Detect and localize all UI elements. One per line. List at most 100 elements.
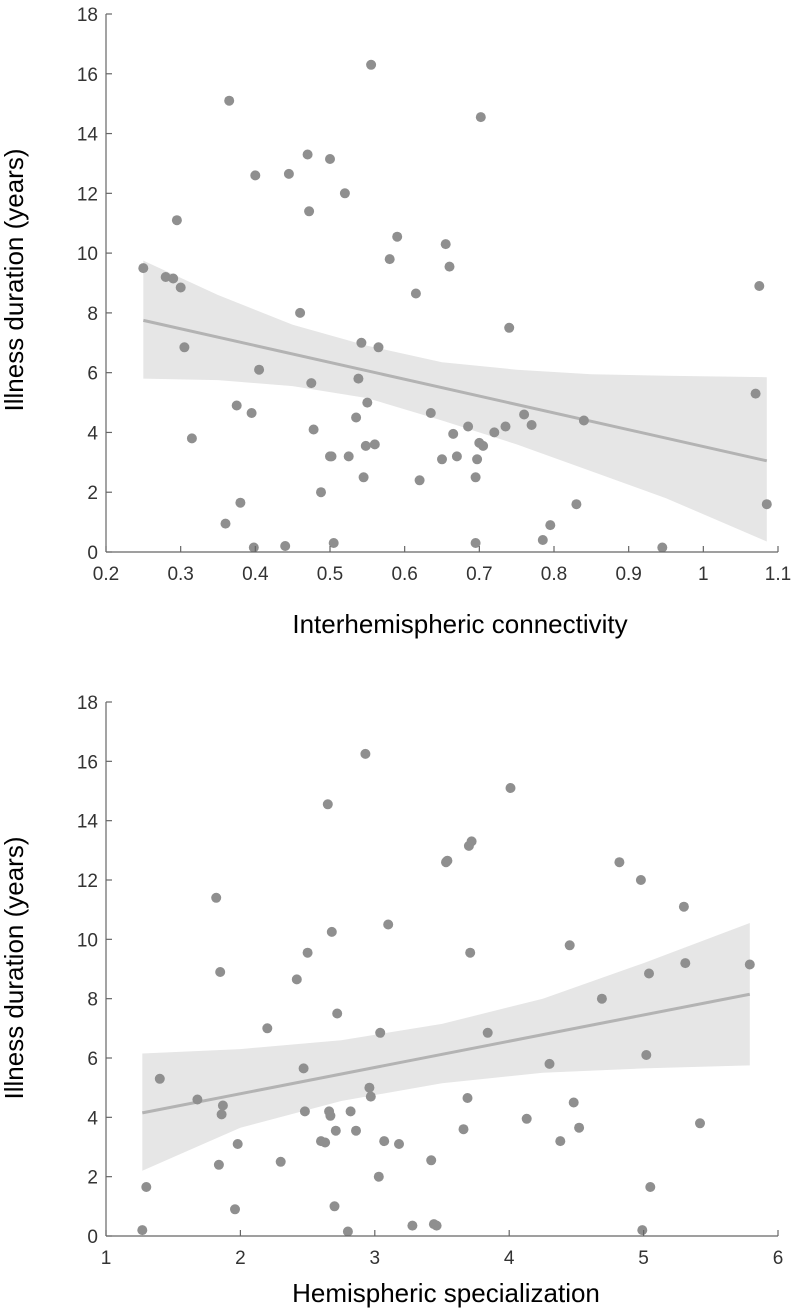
data-point bbox=[280, 541, 291, 551]
data-point bbox=[302, 947, 313, 958]
x-tick-label: 0.9 bbox=[615, 564, 641, 585]
data-point bbox=[537, 535, 548, 545]
data-point bbox=[544, 1058, 555, 1069]
data-point bbox=[465, 947, 476, 958]
data-point bbox=[231, 400, 242, 411]
x-tick-label: 4 bbox=[504, 1248, 515, 1269]
ci-band bbox=[143, 260, 767, 542]
data-point bbox=[641, 1050, 652, 1060]
data-point bbox=[761, 499, 772, 510]
data-point bbox=[215, 967, 226, 977]
data-point bbox=[250, 170, 261, 181]
x-tick-label: 0.7 bbox=[466, 564, 492, 585]
data-point bbox=[216, 1109, 227, 1120]
data-point bbox=[168, 273, 179, 284]
data-point bbox=[440, 239, 451, 250]
data-point bbox=[308, 424, 319, 435]
y-tick-label: 0 bbox=[87, 1227, 98, 1248]
data-point bbox=[470, 472, 481, 483]
data-point bbox=[394, 1139, 404, 1149]
data-point bbox=[568, 1097, 579, 1108]
data-point bbox=[375, 1027, 386, 1038]
data-point bbox=[384, 254, 395, 265]
x-axis-title: Interhemispheric connectivity bbox=[292, 609, 627, 639]
data-point bbox=[217, 1100, 228, 1111]
y-tick-label: 16 bbox=[77, 752, 98, 773]
data-point bbox=[220, 518, 231, 529]
data-point bbox=[444, 261, 455, 272]
data-point bbox=[328, 538, 339, 548]
data-point bbox=[353, 373, 364, 384]
data-point bbox=[431, 1220, 442, 1231]
data-point bbox=[330, 1125, 341, 1136]
data-point bbox=[254, 364, 265, 375]
points bbox=[137, 748, 755, 1237]
data-point bbox=[343, 451, 354, 462]
data-point bbox=[211, 892, 222, 903]
data-point bbox=[373, 342, 384, 353]
y-tick-label: 18 bbox=[77, 693, 98, 714]
data-point bbox=[571, 499, 582, 510]
data-point bbox=[500, 421, 511, 432]
data-point bbox=[302, 149, 313, 160]
fit-line bbox=[143, 318, 768, 463]
data-point bbox=[262, 1023, 273, 1034]
data-point bbox=[369, 439, 380, 450]
data-point bbox=[332, 1008, 343, 1019]
data-point bbox=[326, 926, 337, 937]
data-point bbox=[695, 1118, 705, 1129]
data-point bbox=[521, 1113, 532, 1124]
data-point bbox=[614, 857, 625, 868]
data-point bbox=[596, 993, 607, 1004]
data-point bbox=[186, 433, 197, 444]
data-point bbox=[362, 397, 373, 408]
x-ticks: 0.2 0.3 0.4 0.5 0.6 0.7 0.8 0.9 1 1.1 bbox=[93, 546, 791, 585]
data-point bbox=[356, 337, 367, 348]
data-point bbox=[442, 855, 453, 866]
data-point bbox=[365, 1091, 376, 1102]
x-tick-label: 1 bbox=[101, 1248, 112, 1269]
data-point bbox=[489, 427, 500, 438]
ci-band bbox=[142, 923, 750, 1171]
data-point bbox=[426, 1155, 437, 1166]
y-tick-label: 10 bbox=[77, 244, 98, 265]
data-point bbox=[519, 409, 530, 420]
data-point bbox=[644, 968, 654, 979]
data-point bbox=[574, 1122, 585, 1133]
data-point bbox=[275, 1156, 286, 1167]
data-point bbox=[342, 1226, 353, 1237]
y-tick-label: 2 bbox=[87, 483, 98, 504]
x-tick-label: 2 bbox=[235, 1248, 246, 1269]
y-tick-label: 0 bbox=[87, 543, 98, 564]
x-tick-label: 0.5 bbox=[317, 564, 343, 585]
data-point bbox=[213, 1159, 224, 1170]
data-point bbox=[392, 231, 403, 242]
data-point bbox=[482, 1027, 493, 1038]
y-tick-label: 2 bbox=[87, 1168, 98, 1189]
data-point bbox=[299, 1106, 310, 1117]
data-point bbox=[505, 783, 516, 793]
data-point bbox=[414, 475, 425, 486]
data-point bbox=[160, 272, 171, 282]
data-point bbox=[320, 1137, 331, 1148]
data-point bbox=[373, 1171, 384, 1182]
data-point bbox=[326, 451, 337, 462]
points bbox=[138, 59, 772, 553]
x-tick-label: 6 bbox=[773, 1248, 784, 1269]
x-tick-label: 0.2 bbox=[93, 564, 119, 585]
y-axis-title: Illness duration (years) bbox=[0, 837, 29, 1100]
y-tick-label: 8 bbox=[87, 304, 98, 325]
data-point bbox=[304, 206, 315, 217]
data-point bbox=[637, 1225, 648, 1236]
data-point bbox=[425, 408, 436, 418]
data-point bbox=[504, 322, 515, 333]
data-point bbox=[138, 263, 149, 274]
x-tick-label: 0.3 bbox=[167, 564, 193, 585]
data-point bbox=[291, 974, 302, 985]
data-point bbox=[175, 282, 186, 293]
x-tick-label: 0.6 bbox=[391, 564, 417, 585]
data-point bbox=[744, 959, 755, 970]
data-point bbox=[224, 95, 235, 106]
data-point bbox=[451, 451, 462, 462]
